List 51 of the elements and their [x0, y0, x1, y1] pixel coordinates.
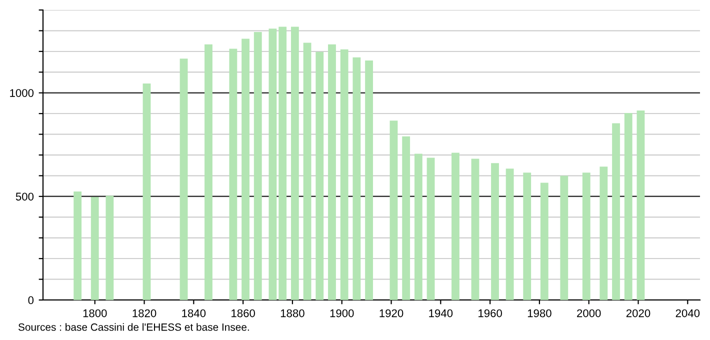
bar — [316, 52, 324, 300]
bar — [600, 166, 608, 300]
bar — [471, 158, 480, 300]
bar — [414, 154, 422, 300]
x-tick-label: 2040 — [676, 309, 700, 318]
bar — [612, 123, 620, 300]
bar — [540, 182, 548, 300]
bar — [560, 176, 568, 300]
bar — [506, 168, 514, 300]
x-tick-label: 1900 — [330, 309, 354, 318]
x-tick-label: 1820 — [132, 309, 156, 318]
x-tick-label: 1940 — [429, 309, 453, 318]
x-tick-label: 1860 — [232, 309, 255, 318]
bar — [229, 48, 238, 300]
bar — [242, 38, 250, 300]
bar — [290, 26, 299, 300]
bar — [365, 60, 373, 300]
bar — [352, 57, 361, 300]
y-tick-label: 1000 — [10, 89, 34, 97]
bar — [328, 44, 336, 300]
x-tick-label: 1960 — [478, 309, 502, 318]
source-note: Sources : base Cassini de l'EHESS et base Insee. — [18, 323, 249, 331]
y-tick-label: 500 — [16, 192, 34, 201]
bar — [582, 172, 590, 300]
bar — [106, 196, 114, 300]
x-tick-label: 1980 — [528, 309, 552, 318]
bar — [452, 152, 460, 300]
y-tick-label: 0 — [28, 296, 34, 304]
x-tick-label: 1840 — [182, 309, 206, 318]
bar — [340, 49, 348, 300]
bar — [426, 158, 435, 300]
bar — [491, 163, 499, 300]
x-tick-label: 2020 — [626, 309, 650, 318]
bar — [523, 172, 532, 300]
bar — [624, 112, 632, 300]
bar — [74, 191, 82, 300]
bar — [278, 26, 287, 300]
bar — [636, 110, 645, 300]
bar — [268, 28, 277, 300]
bar — [204, 44, 212, 300]
bar — [180, 58, 188, 300]
bar — [303, 42, 312, 300]
bar — [90, 197, 99, 300]
x-tick-label: 2000 — [577, 309, 601, 318]
bar — [254, 32, 262, 300]
x-tick-label: 1880 — [280, 309, 304, 318]
bar — [142, 84, 151, 300]
x-tick-label: 1920 — [380, 309, 404, 318]
x-tick-label: 1800 — [83, 309, 107, 318]
bar — [390, 120, 398, 300]
bar — [402, 136, 410, 300]
